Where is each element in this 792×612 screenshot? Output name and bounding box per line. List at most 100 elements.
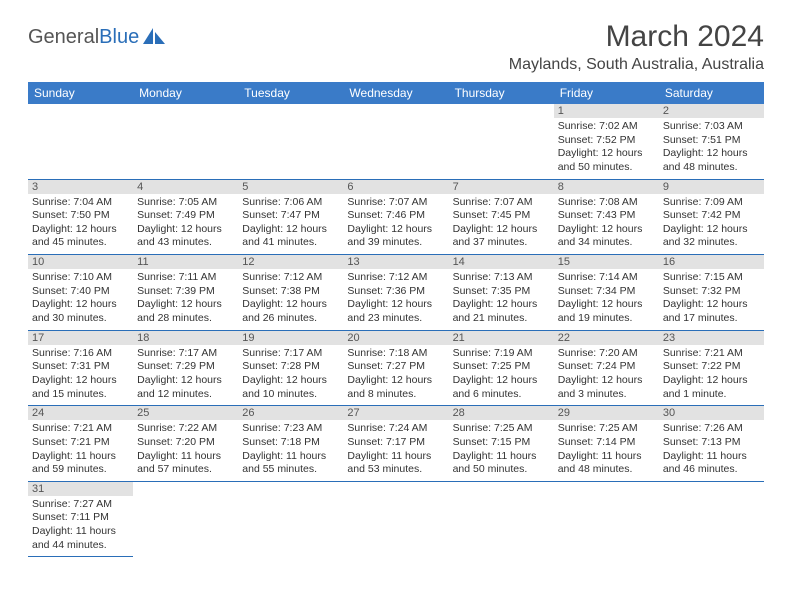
sunrise-line: Sunrise: 7:19 AM — [453, 347, 550, 361]
sunrise-line: Sunrise: 7:04 AM — [32, 196, 129, 210]
daylight-line: Daylight: 12 hours and 37 minutes. — [453, 223, 550, 250]
day-number: 4 — [133, 180, 238, 194]
sunrise-line: Sunrise: 7:12 AM — [347, 271, 444, 285]
calendar-row: 24Sunrise: 7:21 AMSunset: 7:21 PMDayligh… — [28, 406, 764, 482]
sunrise-line: Sunrise: 7:14 AM — [558, 271, 655, 285]
day-number: 18 — [133, 331, 238, 345]
daylight-line: Daylight: 12 hours and 1 minute. — [663, 374, 760, 401]
day-content: Sunrise: 7:07 AMSunset: 7:46 PMDaylight:… — [343, 194, 448, 255]
sunrise-line: Sunrise: 7:07 AM — [347, 196, 444, 210]
day-content: Sunrise: 7:07 AMSunset: 7:45 PMDaylight:… — [449, 194, 554, 255]
calendar-cell: 9Sunrise: 7:09 AMSunset: 7:42 PMDaylight… — [659, 179, 764, 255]
calendar-cell — [659, 481, 764, 557]
day-content: Sunrise: 7:14 AMSunset: 7:34 PMDaylight:… — [554, 269, 659, 330]
sunrise-line: Sunrise: 7:22 AM — [137, 422, 234, 436]
day-number: 6 — [343, 180, 448, 194]
sunrise-line: Sunrise: 7:16 AM — [32, 347, 129, 361]
calendar-cell: 1 Sunrise: 7:02 AMSunset: 7:52 PMDaylight… — [554, 104, 659, 179]
sunrise-line: Sunrise: 7:09 AM — [663, 196, 760, 210]
day-content: Sunrise: 7:12 AMSunset: 7:38 PMDaylight:… — [238, 269, 343, 330]
daylight-line: Daylight: 12 hours and 48 minutes. — [663, 147, 760, 174]
calendar-row: 17Sunrise: 7:16 AMSunset: 7:31 PMDayligh… — [28, 330, 764, 406]
day-content: Sunrise: 7:25 AMSunset: 7:15 PMDaylight:… — [449, 420, 554, 481]
sunset-line: Sunset: 7:22 PM — [663, 360, 760, 374]
daylight-line: Daylight: 12 hours and 34 minutes. — [558, 223, 655, 250]
day-number: 1 — [554, 104, 659, 118]
day-number: 26 — [238, 406, 343, 420]
calendar-cell: 31Sunrise: 7:27 AMSunset: 7:11 PMDayligh… — [28, 481, 133, 557]
month-title: March 2024 — [509, 20, 764, 54]
calendar-cell: 10Sunrise: 7:10 AMSunset: 7:40 PMDayligh… — [28, 255, 133, 331]
daylight-line: Daylight: 12 hours and 45 minutes. — [32, 223, 129, 250]
calendar-cell: 8Sunrise: 7:08 AMSunset: 7:43 PMDaylight… — [554, 179, 659, 255]
day-content: Sunrise: 7:19 AMSunset: 7:25 PMDaylight:… — [449, 345, 554, 406]
sunset-line: Sunset: 7:38 PM — [242, 285, 339, 299]
calendar-cell: 3Sunrise: 7:04 AMSunset: 7:50 PMDaylight… — [28, 179, 133, 255]
sunrise-line: Sunrise: 7:10 AM — [32, 271, 129, 285]
calendar-cell — [28, 104, 133, 179]
sunset-line: Sunset: 7:47 PM — [242, 209, 339, 223]
page-header: GeneralBlue March 2024 Maylands, South A… — [28, 20, 764, 74]
calendar-cell: 12Sunrise: 7:12 AMSunset: 7:38 PMDayligh… — [238, 255, 343, 331]
day-content: Sunrise: 7:22 AMSunset: 7:20 PMDaylight:… — [133, 420, 238, 481]
sunrise-line: Sunrise: 7:08 AM — [558, 196, 655, 210]
calendar-cell — [554, 481, 659, 557]
sunset-line: Sunset: 7:20 PM — [137, 436, 234, 450]
calendar-cell — [343, 104, 448, 179]
daylight-line: Daylight: 12 hours and 17 minutes. — [663, 298, 760, 325]
day-content: Sunrise: 7:05 AMSunset: 7:49 PMDaylight:… — [133, 194, 238, 255]
daylight-line: Daylight: 12 hours and 32 minutes. — [663, 223, 760, 250]
calendar-cell: 7Sunrise: 7:07 AMSunset: 7:45 PMDaylight… — [449, 179, 554, 255]
calendar-cell: 16Sunrise: 7:15 AMSunset: 7:32 PMDayligh… — [659, 255, 764, 331]
calendar-cell: 2Sunrise: 7:03 AMSunset: 7:51 PMDaylight… — [659, 104, 764, 179]
day-content: Sunrise: 7:09 AMSunset: 7:42 PMDaylight:… — [659, 194, 764, 255]
day-content: Sunrise: 7:27 AMSunset: 7:11 PMDaylight:… — [28, 496, 133, 557]
calendar-cell: 15Sunrise: 7:14 AMSunset: 7:34 PMDayligh… — [554, 255, 659, 331]
day-content: Sunrise: 7:21 AMSunset: 7:22 PMDaylight:… — [659, 345, 764, 406]
daylight-line: Daylight: 12 hours and 10 minutes. — [242, 374, 339, 401]
sunset-line: Sunset: 7:39 PM — [137, 285, 234, 299]
sunset-line: Sunset: 7:46 PM — [347, 209, 444, 223]
sunrise-line: Sunrise: 7:11 AM — [137, 271, 234, 285]
sunrise-line: Sunrise: 7:18 AM — [347, 347, 444, 361]
daylight-line: Daylight: 11 hours and 44 minutes. — [32, 525, 129, 552]
daylight-line: Daylight: 12 hours and 12 minutes. — [137, 374, 234, 401]
calendar-row: 1Sunrise: 7:02 AMSunset: 7:52 PMDaylight… — [28, 104, 764, 179]
day-number: 13 — [343, 255, 448, 269]
sunset-line: Sunset: 7:35 PM — [453, 285, 550, 299]
sunset-line: Sunset: 7:31 PM — [32, 360, 129, 374]
sunset-line: Sunset: 7:50 PM — [32, 209, 129, 223]
weekday-header: Monday — [133, 82, 238, 104]
daylight-line: Daylight: 12 hours and 50 minutes. — [558, 147, 655, 174]
day-content: Sunrise: 7:15 AMSunset: 7:32 PMDaylight:… — [659, 269, 764, 330]
day-content: Sunrise: 7:23 AMSunset: 7:18 PMDaylight:… — [238, 420, 343, 481]
sunrise-line: Sunrise: 7:20 AM — [558, 347, 655, 361]
sunset-line: Sunset: 7:32 PM — [663, 285, 760, 299]
daylight-line: Daylight: 12 hours and 8 minutes. — [347, 374, 444, 401]
day-number: 15 — [554, 255, 659, 269]
calendar-cell: 26Sunrise: 7:23 AMSunset: 7:18 PMDayligh… — [238, 406, 343, 482]
weekday-header: Saturday — [659, 82, 764, 104]
day-number: 22 — [554, 331, 659, 345]
calendar-cell: 17Sunrise: 7:16 AMSunset: 7:31 PMDayligh… — [28, 330, 133, 406]
day-content: Sunrise: 7:13 AMSunset: 7:35 PMDaylight:… — [449, 269, 554, 330]
sunset-line: Sunset: 7:52 PM — [558, 134, 655, 148]
day-content: Sunrise: 7:12 AMSunset: 7:36 PMDaylight:… — [343, 269, 448, 330]
day-content: Sunrise: 7:08 AMSunset: 7:43 PMDaylight:… — [554, 194, 659, 255]
daylight-line: Daylight: 12 hours and 30 minutes. — [32, 298, 129, 325]
calendar-cell: 14Sunrise: 7:13 AMSunset: 7:35 PMDayligh… — [449, 255, 554, 331]
calendar-cell: 30Sunrise: 7:26 AMSunset: 7:13 PMDayligh… — [659, 406, 764, 482]
title-block: March 2024 Maylands, South Australia, Au… — [509, 20, 764, 74]
daylight-line: Daylight: 12 hours and 6 minutes. — [453, 374, 550, 401]
daylight-line: Daylight: 11 hours and 59 minutes. — [32, 450, 129, 477]
daylight-line: Daylight: 12 hours and 43 minutes. — [137, 223, 234, 250]
calendar-row: 3Sunrise: 7:04 AMSunset: 7:50 PMDaylight… — [28, 179, 764, 255]
sunrise-line: Sunrise: 7:02 AM — [558, 120, 655, 134]
sunrise-line: Sunrise: 7:12 AM — [242, 271, 339, 285]
day-number: 12 — [238, 255, 343, 269]
daylight-line: Daylight: 11 hours and 50 minutes. — [453, 450, 550, 477]
sunset-line: Sunset: 7:42 PM — [663, 209, 760, 223]
calendar-cell: 4Sunrise: 7:05 AMSunset: 7:49 PMDaylight… — [133, 179, 238, 255]
day-number: 2 — [659, 104, 764, 118]
sunrise-line: Sunrise: 7:13 AM — [453, 271, 550, 285]
